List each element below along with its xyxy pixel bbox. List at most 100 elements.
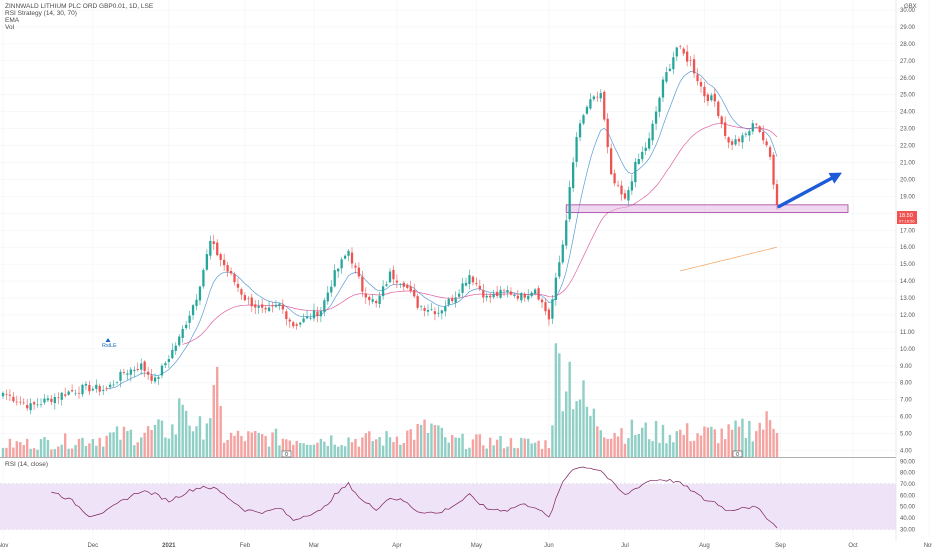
candle (250, 293, 253, 312)
candle (333, 264, 336, 288)
candle (758, 125, 761, 134)
volume-bar (672, 442, 675, 457)
candle (257, 300, 260, 314)
volume-bar (50, 449, 53, 457)
candle (233, 271, 236, 286)
candle (330, 280, 333, 297)
volume-bar (29, 448, 32, 457)
volume-bar (70, 448, 74, 457)
candle (547, 307, 551, 326)
candle (361, 270, 364, 297)
volume-bar (492, 445, 495, 457)
candle (710, 92, 713, 102)
candle (672, 51, 675, 75)
candle (223, 253, 226, 271)
volume-bar (257, 432, 260, 457)
legend-ema: EMA (5, 17, 20, 24)
candle (554, 272, 557, 306)
candle (596, 91, 599, 102)
ema-long-line (680, 246, 778, 272)
volume-bar (150, 430, 153, 457)
volume-bar (616, 436, 620, 457)
candle (326, 285, 329, 305)
volume-bar (440, 427, 444, 457)
volume-bar (250, 432, 253, 457)
volume-bar (447, 442, 450, 457)
candle (748, 129, 751, 142)
candle (575, 132, 578, 168)
candle (489, 292, 492, 304)
volume-bar (74, 444, 77, 457)
volume-bar (153, 424, 157, 457)
volume-bar (198, 416, 202, 457)
candle (437, 306, 440, 318)
time-tick-label: Nov (0, 543, 8, 549)
projection-arrow-head[interactable] (828, 172, 842, 184)
volume-bar (60, 444, 63, 457)
volume-bar (592, 408, 596, 457)
candle (29, 398, 32, 415)
rsi-tick-label: 80.00 (900, 471, 916, 477)
candle (385, 281, 388, 288)
volume-bar (682, 434, 685, 457)
volume-bar (426, 432, 430, 457)
volume-bar (368, 431, 371, 457)
candle (133, 366, 136, 378)
volume-bar (488, 437, 492, 457)
volume-bar (689, 441, 692, 457)
volume-bar (267, 446, 271, 457)
price-tick-label: 28.00 (900, 42, 916, 48)
volume-bar (675, 431, 679, 457)
price-tag-time: 07:16:56 (899, 219, 915, 224)
volume-bar (613, 432, 616, 457)
candle (741, 132, 744, 149)
candle (613, 169, 616, 187)
volume-bar (741, 418, 744, 457)
volume-bar (471, 439, 475, 457)
candle (229, 267, 233, 276)
projection-arrow[interactable] (777, 172, 842, 209)
volume-bar (679, 429, 682, 457)
volume-bar (516, 448, 520, 457)
rsi-tick-label: 60.00 (900, 493, 916, 499)
volume-bar (319, 438, 323, 457)
candle (91, 386, 94, 392)
candle (271, 302, 274, 313)
volume-bar (288, 440, 292, 457)
volume-bar (582, 380, 585, 457)
legend-vol: Vol (5, 24, 15, 31)
candle (343, 254, 347, 260)
candle (81, 383, 84, 397)
volume-bar (350, 442, 354, 457)
volume-bar (84, 446, 88, 457)
volume-bar (457, 437, 461, 457)
candle (661, 76, 665, 103)
volume-bar (578, 399, 582, 457)
volume-bar (184, 410, 188, 457)
volume-bar (554, 343, 558, 457)
candle (267, 300, 271, 312)
volume-bar (281, 438, 285, 457)
candle (527, 289, 530, 302)
candle (264, 305, 267, 314)
projection-arrow-shaft[interactable] (777, 176, 834, 209)
candle (724, 116, 727, 140)
price-tick-label: 12.00 (900, 313, 916, 319)
volume-bar (174, 434, 177, 457)
volume-bar (419, 424, 423, 457)
support-zone-rectangle[interactable] (565, 204, 849, 213)
candle (350, 247, 354, 269)
volume-bars (1, 343, 779, 457)
candle (150, 369, 153, 384)
candle (95, 379, 98, 393)
volume-bar (326, 445, 330, 457)
candle (178, 334, 181, 347)
volume-bar (523, 438, 526, 457)
candle (195, 294, 198, 311)
candle (399, 282, 402, 289)
volume-bar (340, 445, 343, 457)
volume-bar (122, 426, 126, 457)
volume-bar (12, 447, 15, 457)
candle (102, 385, 105, 396)
